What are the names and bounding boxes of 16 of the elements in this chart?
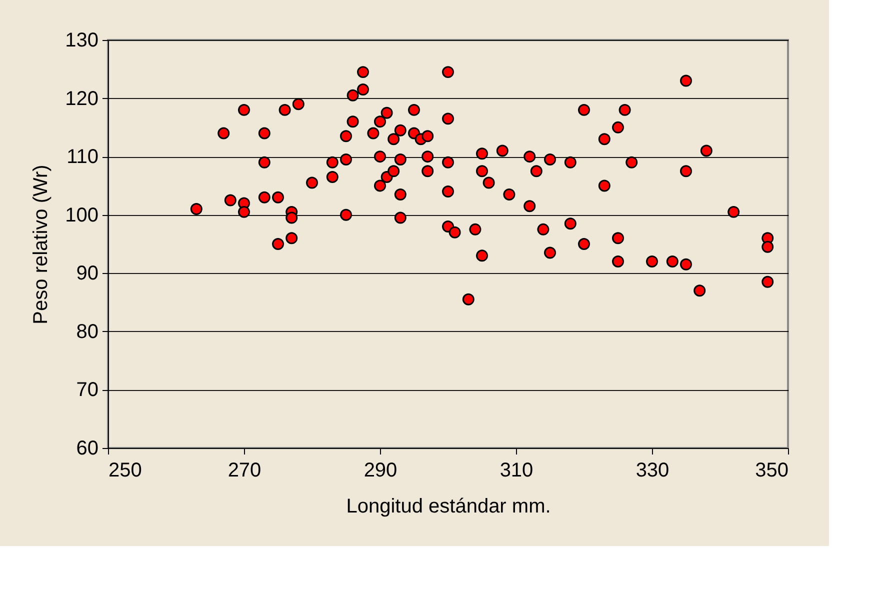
x-tick-label: 330 <box>636 460 670 482</box>
y-tick-label: 80 <box>76 320 98 343</box>
y-axis-title: Peso relativo (Wr) <box>30 164 52 324</box>
y-tick-label: 70 <box>76 379 98 402</box>
x-tick-label: 270 <box>228 460 262 482</box>
x-axis-title: Longitud estándar mm. <box>346 496 551 518</box>
x-tick-label: 290 <box>364 460 398 482</box>
x-tick-label: 350 <box>755 460 788 482</box>
y-tick-label: 110 <box>66 146 98 168</box>
y-tick-label: 120 <box>65 88 98 110</box>
y-tick-label: 60 <box>76 438 98 460</box>
x-tick-label: 310 <box>500 460 534 482</box>
y-tick-label: 100 <box>65 204 98 226</box>
y-tick-label: 90 <box>76 262 98 285</box>
x-tick-label: 250 <box>108 460 142 482</box>
y-tick-label: 130 <box>65 30 98 52</box>
